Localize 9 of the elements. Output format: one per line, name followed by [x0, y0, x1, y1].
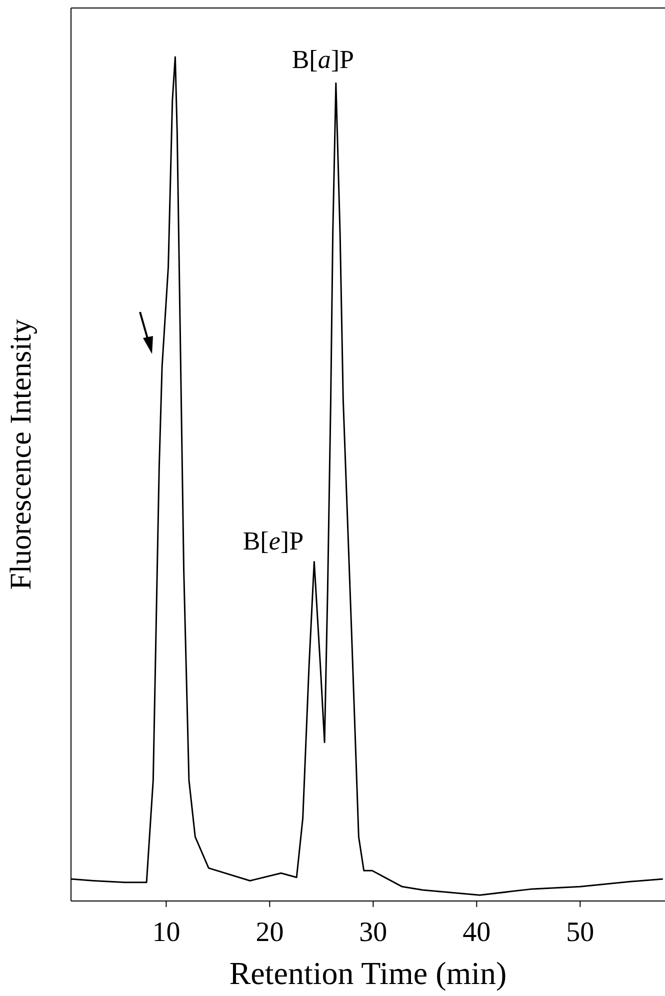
annotation: B[e]P [242, 526, 304, 556]
x-tick-label: 40 [462, 916, 491, 948]
x-tick-label: 50 [566, 916, 594, 948]
x-tick-label: 10 [152, 916, 180, 948]
x-tick-label: 30 [359, 916, 388, 948]
x-axis-title: Retention Time (min) [229, 955, 507, 991]
annotation: B[a]P [292, 45, 354, 74]
y-axis-title: Fluorescence Intensity [4, 319, 38, 590]
x-tick-label: 20 [256, 916, 284, 948]
